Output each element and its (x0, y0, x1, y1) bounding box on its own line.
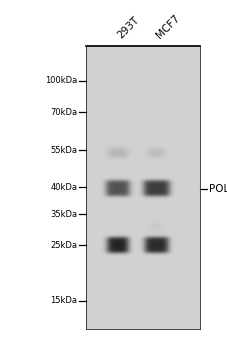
Text: 100kDa: 100kDa (45, 76, 77, 85)
Text: MCF7: MCF7 (154, 13, 182, 40)
Text: 293T: 293T (116, 15, 141, 40)
Text: 15kDa: 15kDa (50, 296, 77, 305)
Text: 55kDa: 55kDa (50, 146, 77, 155)
Text: 40kDa: 40kDa (50, 183, 77, 192)
Text: POLG2: POLG2 (209, 184, 227, 194)
Text: 25kDa: 25kDa (50, 241, 77, 250)
Text: 35kDa: 35kDa (50, 210, 77, 219)
Text: 70kDa: 70kDa (50, 107, 77, 117)
